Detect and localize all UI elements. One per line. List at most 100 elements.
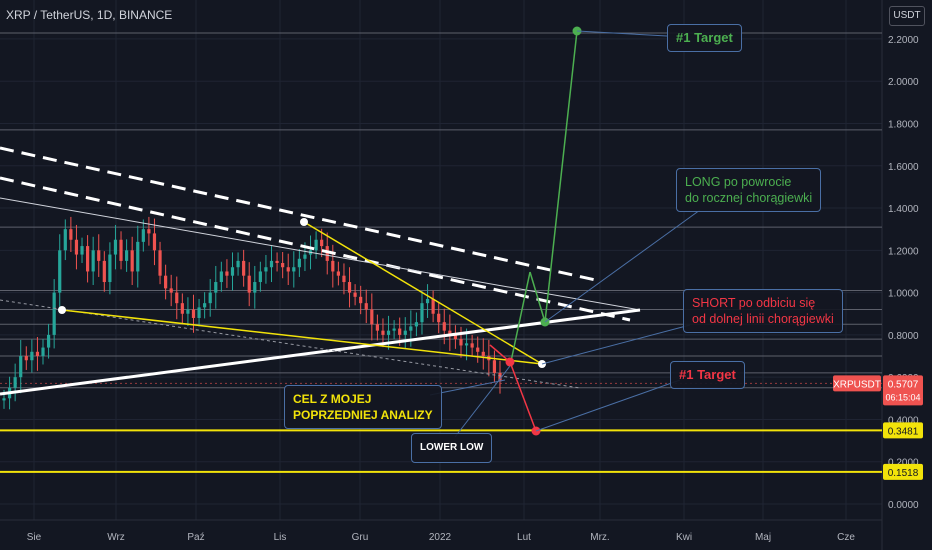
cel-line2: POPRZEDNIEJ ANALIZY — [293, 408, 433, 422]
candle-body-79 — [442, 322, 446, 331]
candle-body-25 — [141, 229, 145, 242]
candle-body-27 — [152, 233, 157, 251]
y-tick-label: 1.2000 — [888, 246, 919, 257]
candle-body-18 — [102, 260, 106, 283]
candle-body-15 — [85, 246, 90, 272]
candle-body-61 — [342, 275, 346, 283]
candle-body-47 — [264, 267, 268, 272]
x-tick-label: Lis — [274, 532, 287, 543]
target-mid-text: #1 Target — [679, 367, 736, 382]
candle-body-74 — [414, 322, 419, 327]
target-top-text: #1 Target — [676, 30, 733, 45]
candle-body-58 — [325, 246, 329, 261]
candle-body-42 — [236, 260, 240, 268]
marker-red-start — [505, 357, 515, 367]
candle-body-8 — [46, 334, 51, 348]
wedge-top-dot — [300, 218, 308, 226]
candle-body-16 — [91, 250, 95, 272]
candle-body-77 — [431, 298, 435, 314]
connector-target-mid — [535, 379, 681, 432]
support-dashed — [0, 299, 581, 389]
candle-body-78 — [437, 313, 441, 323]
x-tick-label: Maj — [755, 532, 771, 543]
connector-short — [541, 324, 691, 365]
callout-long: LONG po powrocie do rocznej chorągiewki — [676, 168, 822, 212]
currency-button[interactable]: USDT — [889, 6, 925, 26]
candle-body-53 — [297, 258, 301, 268]
candle-body-33 — [186, 309, 190, 314]
candle-body-5 — [30, 351, 34, 361]
price-label-level-1: 0.3481 — [888, 426, 919, 437]
long-line2: do rocznej chorągiewki — [685, 191, 813, 205]
candle-body-67 — [375, 324, 379, 331]
price-label-symbol: XRPUSDT — [833, 379, 881, 390]
candle-body-23 — [130, 250, 134, 272]
candle-body-14 — [80, 246, 84, 255]
candle-body-38 — [214, 282, 218, 293]
connector-target-top — [576, 30, 668, 37]
candle-body-21 — [119, 239, 123, 261]
candle-body-12 — [69, 229, 73, 240]
candle-body-57 — [320, 239, 324, 247]
x-tick-label: Wrz — [107, 532, 125, 543]
candle-body-45 — [253, 282, 257, 293]
callout-short: SHORT po odbiciu się od dolnej linii cho… — [683, 289, 843, 333]
candle-body-32 — [180, 303, 184, 314]
short-line2: od dolnej linii chorągiewki — [692, 312, 834, 326]
x-tick-label: Kwi — [676, 532, 692, 543]
candle-body-0 — [2, 398, 6, 401]
candle-body-66 — [370, 309, 374, 325]
callout-target-mid: #1 Target — [670, 361, 745, 389]
candle-body-4 — [24, 356, 28, 361]
candle-body-41 — [230, 267, 235, 276]
y-tick-label: 2.0000 — [888, 77, 919, 88]
candle-body-6 — [35, 351, 40, 357]
candle-body-54 — [303, 254, 307, 259]
y-tick-label: 1.8000 — [888, 119, 919, 130]
symbol-title[interactable]: XRP / TetherUS, 1D, BINANCE — [6, 8, 173, 22]
candle-body-83 — [464, 343, 469, 346]
candle-body-40 — [225, 271, 229, 276]
cel-line1: CEL Z MOJEJ — [293, 392, 372, 406]
candle-body-28 — [158, 250, 162, 276]
candle-body-59 — [331, 260, 335, 272]
price-label-countdown: 06:15:04 — [885, 392, 920, 402]
connector-lower-low — [454, 365, 511, 438]
year-flag-upper — [0, 197, 641, 311]
candle-body-34 — [191, 309, 196, 318]
connector-long — [544, 209, 701, 323]
price-label-level-bg-1 — [883, 422, 923, 439]
y-tick-label: 0.2000 — [888, 458, 919, 469]
green-path-3 — [544, 30, 578, 323]
red-path-2 — [509, 361, 537, 432]
candle-body-65 — [364, 303, 368, 310]
price-label-level-bg-2 — [883, 463, 923, 480]
candle-body-82 — [459, 339, 463, 346]
y-tick-label: 0.4000 — [888, 415, 919, 426]
candle-body-62 — [347, 282, 352, 293]
candle-body-73 — [409, 326, 413, 331]
connector-cel — [429, 379, 506, 396]
candle-body-30 — [169, 288, 173, 293]
y-tick-label: 2.2000 — [888, 35, 919, 46]
x-tick-label: Cze — [837, 532, 855, 543]
candle-body-51 — [286, 267, 290, 272]
candle-body-7 — [41, 347, 45, 357]
candle-body-37 — [208, 292, 212, 304]
candle-body-60 — [336, 271, 340, 276]
x-tick-label: Gru — [352, 532, 369, 543]
short-line1: SHORT po odbiciu się — [692, 296, 816, 310]
candle-body-46 — [258, 271, 262, 283]
candle-body-9 — [52, 292, 56, 335]
green-path-2 — [529, 271, 546, 323]
long-line1: LONG po powrocie — [685, 175, 792, 189]
candle-body-56 — [314, 239, 318, 251]
green-path-1 — [509, 271, 531, 367]
x-tick-label: Paź — [187, 532, 204, 543]
x-tick-label: 2022 — [429, 532, 452, 543]
candle-body-85 — [476, 347, 480, 352]
candle-body-10 — [58, 250, 62, 293]
candle-body-88 — [492, 360, 497, 373]
